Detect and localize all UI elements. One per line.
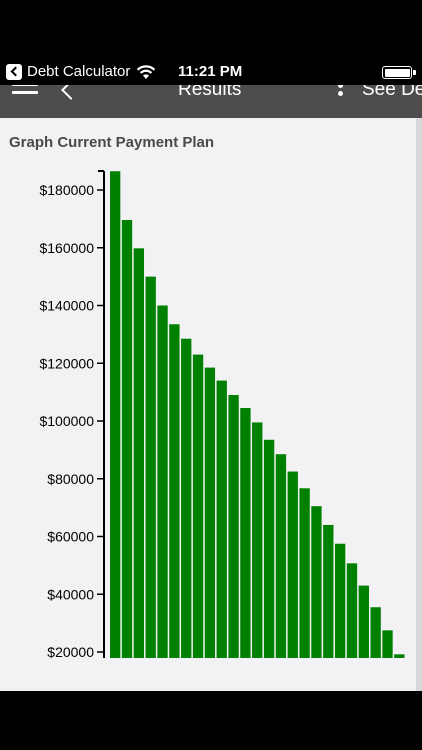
more-vertical-icon[interactable] (338, 85, 344, 97)
chart-bar (181, 338, 192, 658)
chart-bar (252, 422, 263, 658)
chart-bar (358, 585, 369, 658)
y-tick-label: $160000 (39, 240, 94, 256)
chart-bar (204, 367, 216, 658)
y-tick-label: $100000 (39, 413, 94, 429)
nav-title: Results (178, 85, 242, 100)
chart-bar (192, 354, 204, 658)
y-tick-label: $20000 (47, 644, 94, 660)
chart-bar (299, 488, 310, 658)
chart-title: Graph Current Payment Plan (9, 134, 215, 151)
chart-bar (133, 248, 145, 658)
back-chevron-icon[interactable] (61, 85, 81, 100)
chart-bar (228, 395, 239, 658)
chart-bar (169, 324, 180, 658)
chart-bar (346, 563, 358, 658)
wifi-icon (137, 64, 156, 79)
status-bar: Debt Calculator 11:21 PM (0, 60, 422, 85)
payment-plan-chart: $20000 $40000 $60000 $80000 $100000 $120000 $1… (39, 170, 405, 660)
chart-bar (121, 220, 133, 658)
chart-bar (334, 543, 346, 658)
chart-bar (110, 171, 121, 658)
back-app-label[interactable]: Debt Calculator (27, 63, 131, 80)
battery-tip (413, 70, 416, 75)
right-scroll-edge (416, 118, 422, 691)
chart-bar (370, 607, 381, 658)
chart-bar (394, 654, 405, 658)
y-tick-label: $40000 (47, 586, 94, 602)
back-app-icon[interactable] (6, 63, 22, 80)
chart-bar (287, 471, 298, 658)
y-tick-label: $180000 (39, 182, 94, 198)
nav-bar: Results See De (0, 85, 422, 118)
chart-bar (240, 408, 251, 658)
results-content: Graph Current Payment Plan $20000 $40000 $… (0, 118, 416, 691)
chart-bar (275, 454, 287, 658)
chart-bar (323, 524, 334, 658)
chart-bar (311, 506, 322, 658)
chart-bar (157, 305, 168, 658)
chart-bar (382, 630, 393, 658)
bottom-black-area (0, 691, 422, 750)
top-black-area (0, 0, 422, 60)
chart-bar (263, 439, 275, 658)
status-time: 11:21 PM (178, 63, 243, 80)
y-tick-label: $60000 (47, 529, 94, 545)
chart-bar (145, 276, 156, 658)
y-tick-label: $80000 (47, 471, 94, 487)
battery-icon (382, 66, 412, 79)
menu-icon[interactable] (12, 85, 38, 97)
y-tick-label: $120000 (39, 355, 94, 371)
y-tick-label: $140000 (39, 298, 94, 314)
chart-bar (216, 380, 227, 658)
see-details-button[interactable]: See De (362, 85, 422, 100)
